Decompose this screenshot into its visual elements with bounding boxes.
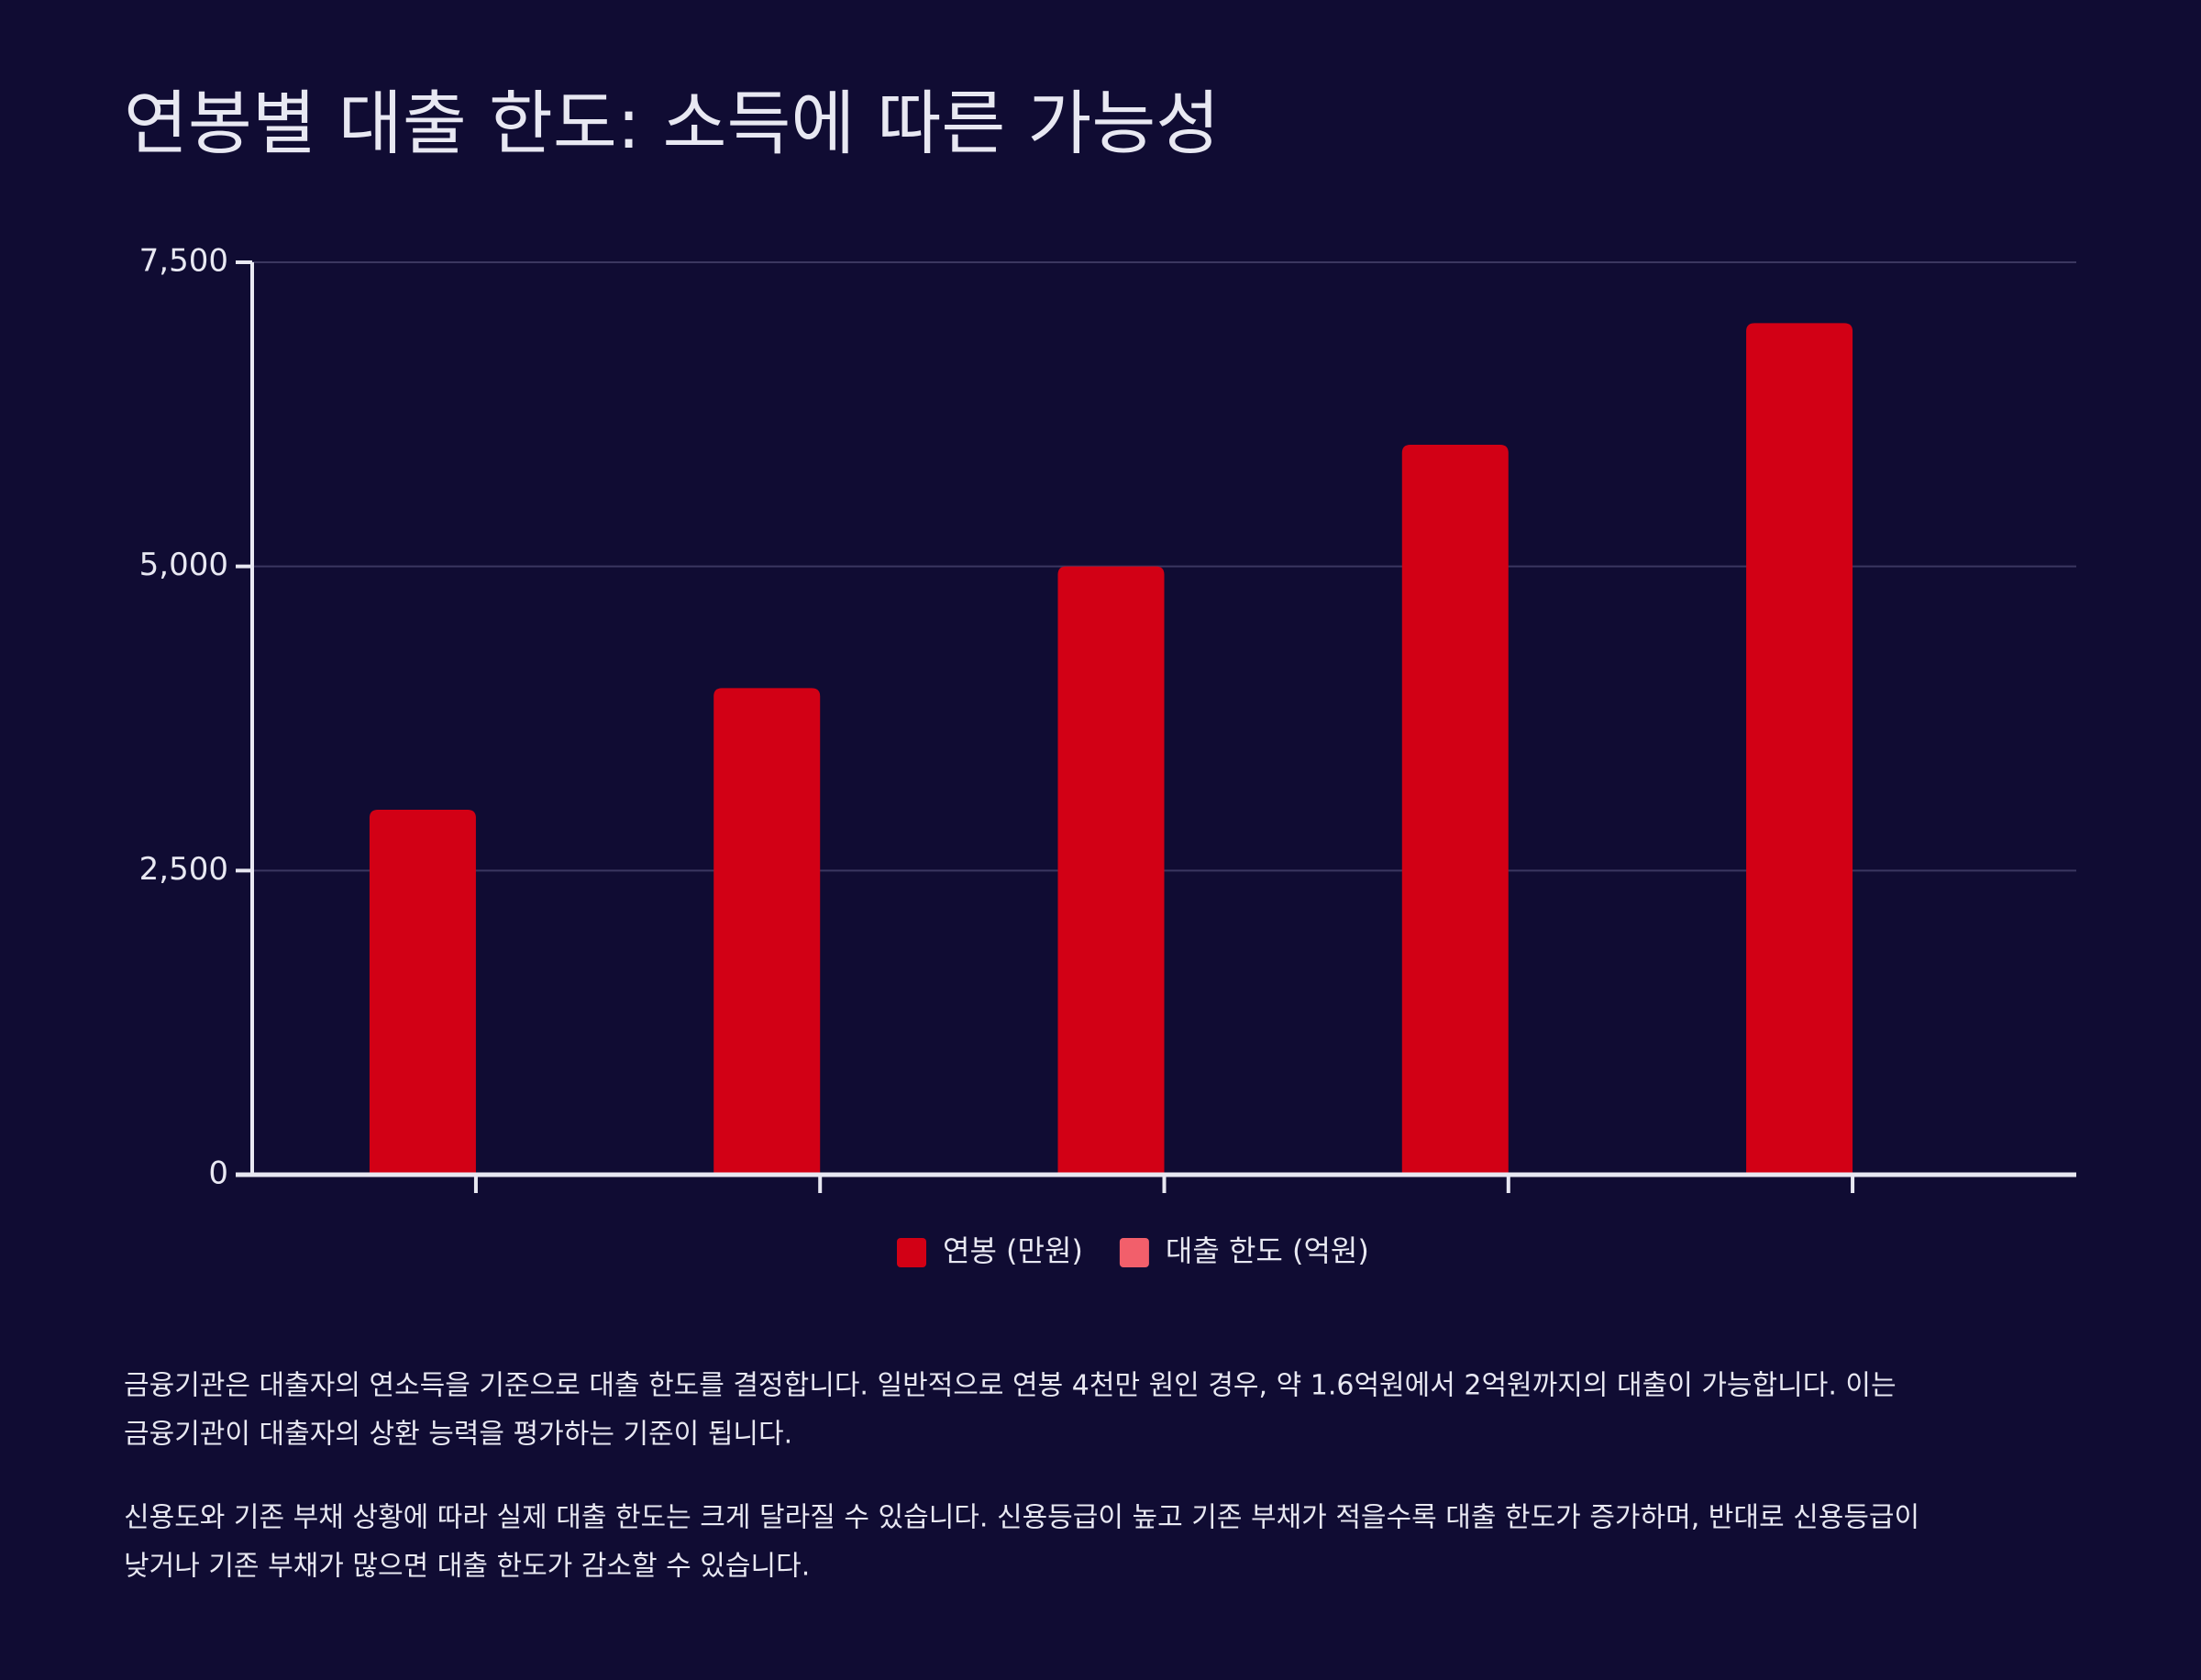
bar <box>1401 445 1509 1175</box>
y-tick-label: 2,500 <box>139 851 228 888</box>
chart-title: 연봉별 대출 한도: 소득에 따른 가능성 <box>124 83 1220 164</box>
paragraph-line: 금융기관은 대출자의 연소득을 기준으로 대출 한도를 결정합니다. 일반적으로… <box>124 1370 1897 1402</box>
paragraph-line: 신용도와 기존 부채 상황에 따라 실제 대출 한도는 크게 달라질 수 있습니… <box>124 1502 1919 1534</box>
paragraph-line: 낮거나 기존 부채가 많으면 대출 한도가 감소할 수 있습니다. <box>124 1551 810 1583</box>
legend-swatch <box>1119 1238 1149 1267</box>
y-tick-label: 7,500 <box>139 243 228 280</box>
legend-label: 연봉 (만원) <box>943 1233 1083 1268</box>
bar <box>369 810 476 1175</box>
paragraph-line: 금융기관이 대출자의 상환 능력을 평가하는 기준이 됩니다. <box>124 1419 792 1451</box>
y-tick-label: 0 <box>208 1155 228 1192</box>
bar <box>1746 323 1853 1175</box>
bar <box>1057 566 1165 1175</box>
legend-label: 대출 한도 (억원) <box>1166 1233 1369 1268</box>
legend-swatch <box>897 1238 926 1267</box>
y-tick-label: 5,000 <box>139 547 228 583</box>
bar <box>713 688 821 1175</box>
